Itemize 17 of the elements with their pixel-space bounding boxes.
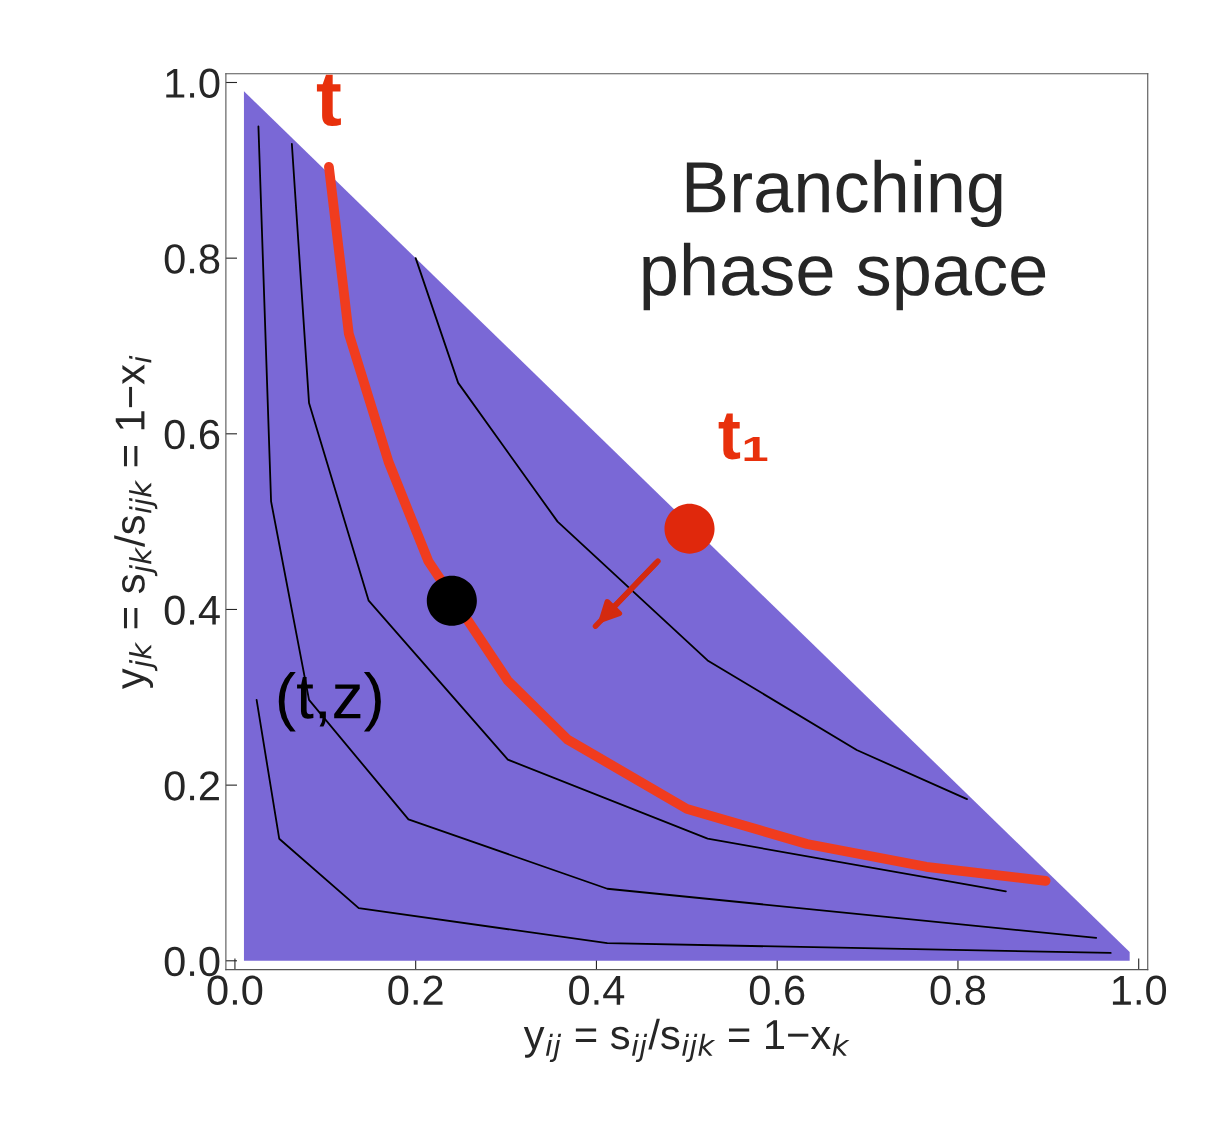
annotation: Branching phase space	[643, 159, 1046, 311]
x-tick-label: 0.4	[569, 975, 625, 1006]
x-tick-label: 1.0	[1112, 975, 1167, 1006]
y-tick-label: 0.8	[164, 244, 220, 274]
y-axis-title: y$_{jk}$ = s$_{jk}$/s$_{ijk}$ = 1−x$_{i}$	[114, 355, 158, 690]
x-axis-title: y$_{ij}$ = s$_{ij}$/s$_{ijk}$ = 1−x$_{k}$	[523, 1018, 850, 1062]
y-tick-label: 0.2	[164, 771, 219, 801]
annotation: t	[316, 74, 341, 127]
x-tick-label: 0.6	[749, 975, 805, 1006]
y-tick-label: 0.0	[164, 946, 220, 977]
y-tick-label: 1.0	[166, 68, 220, 98]
y-tick-label: 0.6	[164, 419, 220, 450]
annotation: t₁	[718, 413, 768, 461]
y-tick-label: 0.4	[164, 595, 220, 625]
x-tick-label: 0.0	[207, 975, 263, 1006]
x-tick-label: 0.8	[930, 975, 986, 1006]
x-tick-label: 0.2	[388, 975, 443, 1006]
